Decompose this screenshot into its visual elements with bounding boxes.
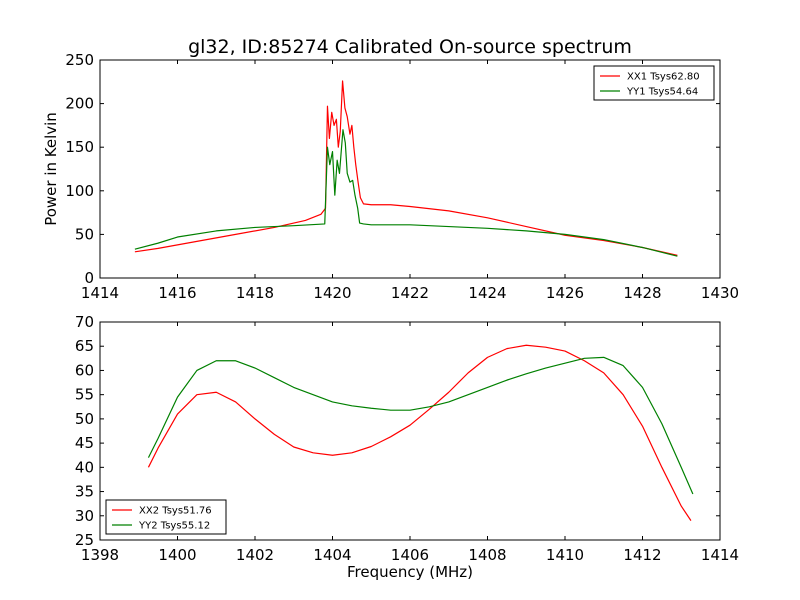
legend: XX1 Tsys62.80 YY1 Tsys54.64 (593, 65, 715, 101)
x-tick-label: 1414 (701, 546, 739, 564)
figure-title: gl32, ID:85274 Calibrated On-source spec… (188, 36, 632, 58)
legend-box (105, 499, 227, 535)
x-tick-label: 1408 (468, 546, 506, 564)
legend: XX2 Tsys51.76 YY2 Tsys55.12 (105, 499, 227, 535)
y-tick-label: 30 (75, 507, 94, 525)
y-tick-label: 25 (75, 531, 94, 549)
x-tick-label: 1424 (468, 284, 506, 302)
y-tick-label: 50 (75, 225, 94, 243)
x-tick-label: 1422 (391, 284, 429, 302)
legend-label: XX2 Tsys51.76 (139, 506, 212, 517)
series-line-1-0 (147, 344, 692, 521)
series-line-0-1 (134, 129, 678, 257)
x-tick-label: 1410 (546, 546, 584, 564)
y-tick-label: 60 (75, 361, 94, 379)
top-spectrum-panel: 1414 1416 1418 1420 1422 1424 1426 1428 1430 0 50 1… (42, 51, 739, 302)
legend-label: YY2 Tsys55.12 (138, 521, 210, 532)
y-tick-label: 100 (65, 182, 94, 200)
y-tick-label: 45 (75, 434, 94, 452)
x-tick-label: 1398 (81, 546, 119, 564)
y-tick-label: 200 (65, 95, 94, 113)
y-axis-label: Power in Kelvin (42, 112, 60, 226)
legend-label: YY1 Tsys54.64 (626, 87, 698, 98)
x-tick-label: 1430 (701, 284, 739, 302)
y-tick-label: 70 (75, 313, 94, 331)
y-tick-label: 35 (75, 483, 94, 501)
x-tick-label: 1404 (313, 546, 351, 564)
x-tick-label: 1428 (623, 284, 661, 302)
y-tick-label: 55 (75, 386, 94, 404)
x-tick-label: 1406 (391, 546, 429, 564)
x-tick-label: 1412 (623, 546, 661, 564)
legend-label: XX1 Tsys62.80 (627, 72, 700, 83)
x-tick-label: 1402 (236, 546, 274, 564)
y-tick-label: 65 (75, 337, 94, 355)
x-tick-label: 1400 (158, 546, 196, 564)
x-tick-label: 1426 (546, 284, 584, 302)
y-tick-label: 250 (65, 51, 94, 69)
x-tick-label: 1414 (81, 284, 119, 302)
x-tick-label: 1418 (236, 284, 274, 302)
series-line-0-0 (134, 80, 678, 256)
legend-box (593, 65, 715, 101)
x-tick-label: 1416 (158, 284, 196, 302)
series-line-1-1 (147, 356, 694, 495)
y-tick-label: 40 (75, 458, 94, 476)
y-tick-label: 150 (65, 138, 94, 156)
x-tick-label: 1420 (313, 284, 351, 302)
x-axis-label: Frequency (MHz) (347, 563, 473, 581)
y-tick-label: 50 (75, 410, 94, 428)
y-tick-label: 0 (84, 269, 94, 287)
bottom-spectrum-panel: 1398 1400 1402 1404 1406 1408 1410 1412 1414 25 30… (75, 313, 739, 581)
